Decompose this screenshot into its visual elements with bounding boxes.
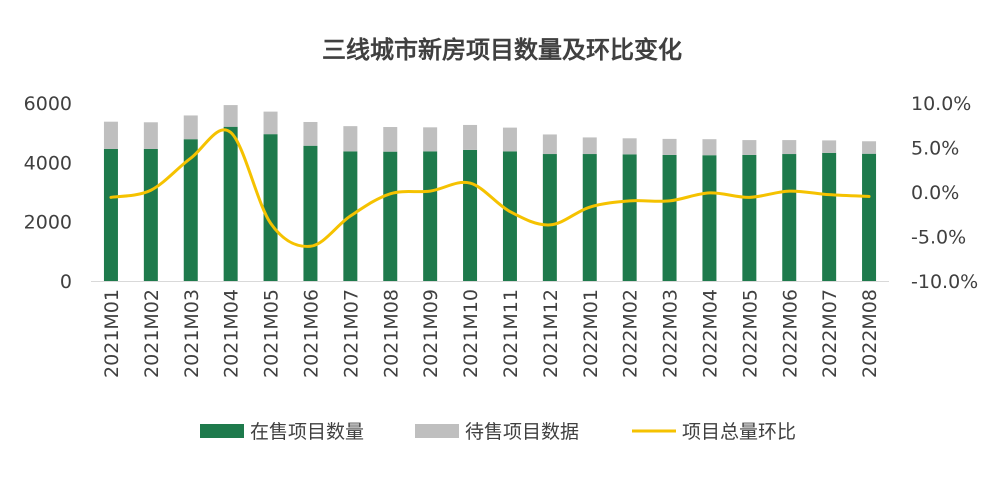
bar-在售项目数量 bbox=[742, 154, 757, 281]
x-tick-label: 2022M06 bbox=[779, 289, 801, 378]
bar-待售项目数据 bbox=[263, 111, 278, 135]
bar-待售项目数据 bbox=[383, 127, 398, 152]
bar-在售项目数量 bbox=[782, 154, 797, 281]
bar-在售项目数量 bbox=[702, 155, 717, 281]
x-tick-label: 2021M03 bbox=[181, 289, 203, 378]
bar-待售项目数据 bbox=[582, 137, 597, 155]
left-tick-label: 6000 bbox=[24, 93, 72, 115]
left-tick-label: 2000 bbox=[24, 212, 72, 234]
bar-待售项目数据 bbox=[862, 141, 877, 154]
x-tick-label: 2022M07 bbox=[819, 289, 841, 378]
bar-在售项目数量 bbox=[103, 148, 118, 281]
bar-在售项目数量 bbox=[303, 145, 318, 281]
bar-在售项目数量 bbox=[463, 149, 478, 281]
x-tick-label: 2021M02 bbox=[141, 289, 163, 378]
x-tick-label: 2021M07 bbox=[340, 289, 362, 378]
x-tick-label: 2021M11 bbox=[500, 289, 522, 378]
bar-待售项目数据 bbox=[223, 105, 238, 127]
bar-在售项目数量 bbox=[383, 151, 398, 281]
bar-在售项目数量 bbox=[622, 154, 637, 281]
legend: 在售项目数量 待售项目数据 项目总量环比 bbox=[200, 421, 796, 443]
right-tick-label: 0.0% bbox=[911, 182, 959, 204]
right-tick-label: -5.0% bbox=[911, 227, 966, 249]
x-tick-label: 2021M04 bbox=[221, 289, 243, 378]
left-tick-label: 4000 bbox=[24, 152, 72, 174]
x-tick-label: 2021M05 bbox=[261, 289, 283, 378]
legend-label-待售项目数据: 待售项目数据 bbox=[465, 421, 579, 443]
bar-在售项目数量 bbox=[862, 153, 877, 281]
left-axis: 0 2000 4000 6000 bbox=[24, 93, 72, 293]
bar-在售项目数量 bbox=[143, 148, 158, 281]
bar-在售项目数量 bbox=[502, 151, 517, 281]
chart-title: 三线城市新房项目数量及环比变化 bbox=[322, 36, 682, 64]
x-tick-label: 2022M02 bbox=[620, 289, 642, 378]
right-tick-label: -10.0% bbox=[911, 271, 978, 293]
bar-待售项目数据 bbox=[343, 126, 358, 152]
legend-label-项目总量环比: 项目总量环比 bbox=[682, 421, 796, 443]
bar-待售项目数据 bbox=[742, 140, 757, 155]
bar-在售项目数量 bbox=[423, 151, 438, 281]
bar-待售项目数据 bbox=[782, 140, 797, 155]
right-axis: 10.0% 5.0% 0.0% -5.0% -10.0% bbox=[911, 93, 978, 293]
x-tick-label: 2021M08 bbox=[380, 289, 402, 378]
bar-待售项目数据 bbox=[183, 115, 198, 140]
bar-待售项目数据 bbox=[622, 138, 637, 155]
left-tick-label: 0 bbox=[60, 271, 72, 293]
x-tick-label: 2021M12 bbox=[540, 289, 562, 378]
bar-在售项目数量 bbox=[662, 154, 677, 281]
bar-待售项目数据 bbox=[143, 122, 158, 149]
right-tick-label: 5.0% bbox=[911, 138, 959, 160]
x-tick-label: 2021M06 bbox=[300, 289, 322, 378]
legend-swatch-待售项目数据 bbox=[415, 424, 459, 438]
legend-label-在售项目数量: 在售项目数量 bbox=[250, 421, 364, 443]
bar-待售项目数据 bbox=[423, 127, 438, 152]
x-tick-label: 2021M09 bbox=[420, 289, 442, 378]
bar-待售项目数据 bbox=[103, 121, 118, 149]
bar-待售项目数据 bbox=[542, 134, 557, 155]
bar-在售项目数量 bbox=[183, 139, 198, 281]
x-axis: 2021M01 2021M02 2021M03 2021M04 2021M05 2021M… bbox=[101, 289, 881, 378]
x-tick-label: 2021M10 bbox=[460, 289, 482, 378]
series-line-项目总量环比 bbox=[109, 128, 871, 248]
x-tick-label: 2022M08 bbox=[859, 289, 881, 378]
bar-在售项目数量 bbox=[582, 154, 597, 281]
bar-在售项目数量 bbox=[542, 154, 557, 281]
bar-待售项目数据 bbox=[702, 139, 717, 156]
x-tick-label: 2022M01 bbox=[580, 289, 602, 378]
bar-在售项目数量 bbox=[223, 126, 238, 281]
bar-在售项目数量 bbox=[263, 134, 278, 281]
x-tick-label: 2022M04 bbox=[699, 289, 721, 378]
x-tick-label: 2021M01 bbox=[101, 289, 123, 378]
bar-待售项目数据 bbox=[463, 124, 478, 150]
bar-在售项目数量 bbox=[822, 152, 837, 281]
right-tick-label: 10.0% bbox=[911, 93, 971, 115]
x-tick-label: 2022M05 bbox=[739, 289, 761, 378]
bar-待售项目数据 bbox=[502, 127, 517, 152]
bars-layer bbox=[103, 105, 877, 281]
bar-待售项目数据 bbox=[822, 140, 837, 153]
x-tick-label: 2022M03 bbox=[660, 289, 682, 378]
bar-待售项目数据 bbox=[303, 121, 318, 146]
legend-swatch-在售项目数量 bbox=[200, 424, 244, 438]
bar-待售项目数据 bbox=[662, 138, 677, 155]
